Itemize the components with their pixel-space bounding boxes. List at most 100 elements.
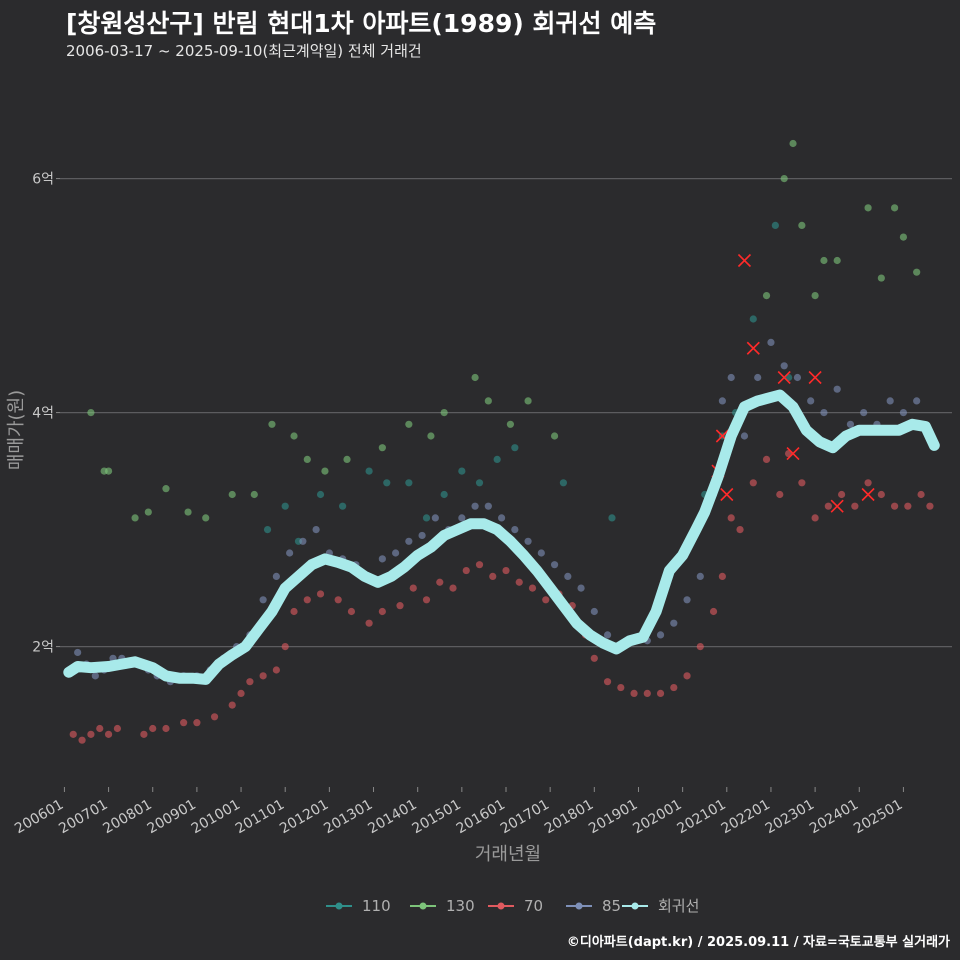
point-110-10 — [458, 467, 466, 475]
point-85-37 — [524, 537, 532, 545]
point-85-43 — [603, 631, 612, 639]
point-85-47 — [656, 631, 665, 639]
point-70-15 — [259, 672, 267, 680]
point-70-16 — [272, 666, 280, 674]
point-85-65 — [886, 397, 894, 405]
point-70-49 — [709, 607, 718, 616]
point-130-21 — [506, 420, 515, 428]
point-130-17 — [427, 432, 435, 440]
point-70-65 — [904, 502, 912, 510]
point-85-32 — [458, 514, 466, 522]
point-70-53 — [749, 479, 757, 487]
x-axis-title: 거래년월 — [475, 844, 541, 865]
point-130-23 — [550, 432, 559, 440]
point-85-19 — [286, 549, 294, 557]
legend-label-130: 130 — [446, 897, 475, 915]
point-70-64 — [890, 502, 899, 510]
data-points — [65, 139, 934, 744]
point-70-45 — [656, 689, 665, 698]
point-85-40 — [564, 572, 572, 581]
point-110-0 — [263, 526, 272, 534]
point-70-10 — [193, 719, 201, 727]
point-85-21 — [312, 526, 320, 534]
point-85-30 — [431, 514, 439, 522]
point-85-61 — [833, 385, 841, 393]
point-70-8 — [162, 724, 170, 733]
point-70-43 — [630, 689, 638, 698]
x-tick-label-19: 202501 — [851, 797, 905, 838]
point-70-4 — [104, 730, 113, 738]
point-70-24 — [378, 607, 386, 616]
point-70-7 — [149, 724, 157, 733]
point-70-55 — [776, 490, 784, 499]
point-70-35 — [528, 584, 537, 592]
point-70-12 — [228, 701, 236, 709]
point-130-29 — [820, 256, 828, 265]
point-70-14 — [246, 678, 254, 686]
point-70-48 — [696, 643, 704, 651]
point-130-13 — [321, 467, 329, 475]
point-70-41 — [603, 678, 612, 686]
point-110-1 — [281, 502, 289, 510]
highlight-mark-2 — [720, 487, 734, 502]
point-130-35 — [913, 268, 921, 276]
point-85-39 — [550, 561, 559, 569]
highlight-mark-6 — [786, 446, 800, 461]
x-tick-label-0: 200601 — [12, 797, 66, 838]
point-70-20 — [316, 590, 325, 598]
point-130-31 — [864, 204, 872, 212]
point-70-13 — [237, 689, 245, 698]
point-130-34 — [899, 233, 908, 241]
point-130-27 — [798, 221, 806, 229]
point-130-20 — [484, 397, 492, 405]
point-130-24 — [762, 292, 771, 300]
point-110-12 — [493, 455, 501, 463]
point-130-18 — [440, 409, 448, 417]
point-130-2 — [104, 467, 113, 475]
y-tick-label-2: 6억 — [32, 172, 54, 188]
x-axis-ticks: 2006012007012008012009012010012011012012… — [12, 787, 905, 837]
point-85-59 — [807, 397, 815, 405]
point-85-67 — [913, 397, 921, 405]
legend-swatch-70 — [497, 902, 505, 910]
x-tick-label-4: 201001 — [189, 797, 243, 838]
point-130-30 — [833, 256, 841, 265]
point-130-8 — [228, 490, 236, 499]
y-tick-label-1: 4억 — [32, 406, 54, 422]
legend-label-70: 70 — [524, 897, 543, 915]
point-130-6 — [184, 508, 192, 516]
point-70-22 — [347, 607, 356, 616]
point-85-60 — [820, 409, 828, 417]
point-130-19 — [471, 373, 479, 382]
point-70-25 — [396, 602, 404, 610]
legend: 110 130 70 85 회귀선 — [326, 897, 699, 915]
regression-line — [63, 389, 940, 685]
point-70-28 — [436, 578, 444, 586]
highlight-mark-3 — [737, 253, 752, 268]
grid-lines — [60, 178, 952, 648]
point-70-54 — [762, 455, 771, 463]
point-110-8 — [422, 514, 431, 522]
point-70-52 — [736, 526, 744, 534]
point-130-12 — [303, 455, 311, 463]
highlight-mark-5 — [777, 370, 791, 385]
point-85-41 — [577, 584, 585, 592]
point-70-51 — [727, 514, 735, 522]
point-85-1 — [74, 648, 82, 657]
x-tick-label-9: 201501 — [410, 797, 464, 838]
point-85-18 — [272, 572, 280, 581]
legend-label-85: 85 — [602, 897, 621, 915]
point-85-38 — [537, 549, 545, 557]
point-85-27 — [392, 549, 400, 557]
point-70-60 — [838, 490, 846, 499]
point-70-1 — [78, 736, 86, 744]
x-tick-label-7: 201301 — [321, 797, 375, 838]
point-70-46 — [670, 683, 678, 692]
point-110-13 — [511, 444, 519, 452]
point-70-29 — [449, 584, 457, 592]
highlight-mark-4 — [746, 341, 760, 355]
point-130-7 — [202, 514, 210, 522]
point-85-52 — [718, 397, 726, 405]
highlight-mark-8 — [830, 499, 844, 513]
point-70-0 — [69, 730, 77, 738]
